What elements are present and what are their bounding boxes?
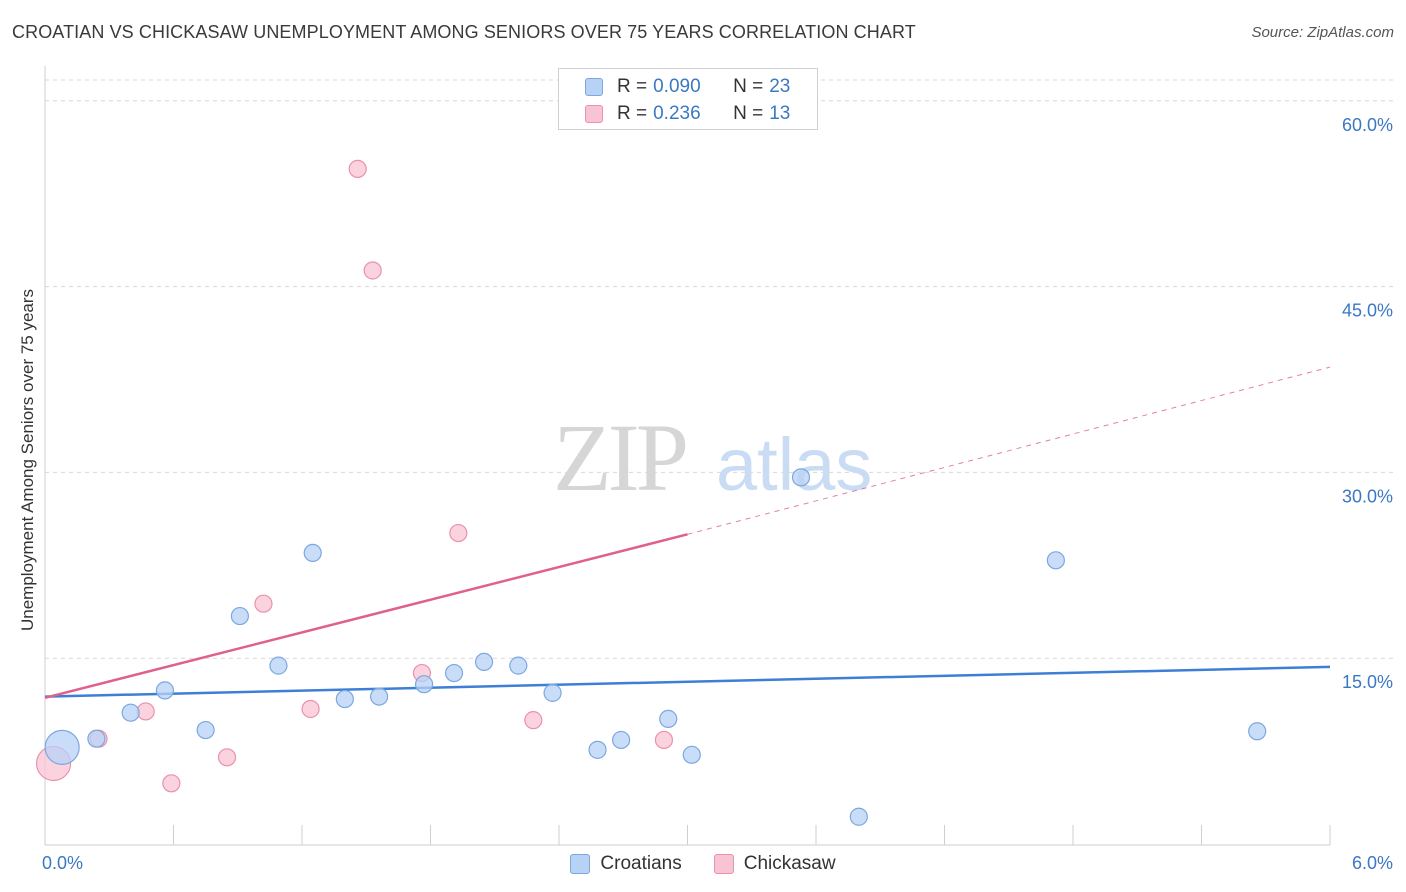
legend-item-croatians[interactable]: Croatians xyxy=(570,853,682,875)
point-croatians-7 xyxy=(303,543,322,563)
chickasaw-swatch xyxy=(585,105,603,123)
legend-label-chickasaw: Chickasaw xyxy=(743,853,836,874)
y-axis-label: Unemployment Among Seniors over 75 years xyxy=(18,288,37,632)
x-tick-label-0: 0.0% xyxy=(42,853,83,873)
point-chickasaw-7 xyxy=(348,159,367,179)
point-croatians-18 xyxy=(682,745,701,764)
trend-line-chickasaw-extension xyxy=(687,366,1331,535)
legend-label-croatians: Croatians xyxy=(600,853,682,874)
watermark-zip: ZIP xyxy=(553,404,686,511)
point-croatians-16 xyxy=(612,730,631,750)
croatians-swatch xyxy=(570,854,591,874)
point-croatians-1 xyxy=(87,729,106,748)
point-croatians-21 xyxy=(1046,551,1065,570)
r-label: R = xyxy=(617,76,648,97)
y-tick-label-0: 15.0% xyxy=(1342,672,1393,692)
point-croatians-4 xyxy=(196,720,215,740)
croatians-swatch xyxy=(585,78,603,96)
point-croatians-22 xyxy=(1248,722,1267,741)
point-croatians-17 xyxy=(659,709,678,728)
scatter-points xyxy=(35,159,1267,826)
point-croatians-2 xyxy=(121,703,140,722)
point-croatians-13 xyxy=(509,656,528,675)
point-chickasaw-2 xyxy=(136,702,155,721)
trend-line-croatians xyxy=(44,665,1331,698)
stats-legend-row-croatians: R = 0.090 N = 23 xyxy=(585,74,790,100)
x-tick-labels: 0.0% 6.0% xyxy=(42,853,1393,873)
y-tick-label-2: 45.0% xyxy=(1342,301,1393,321)
point-croatians-14 xyxy=(543,683,562,702)
legend-item-chickasaw[interactable]: Chickasaw xyxy=(713,853,836,875)
point-croatians-9 xyxy=(370,687,389,706)
trend-line-chickasaw xyxy=(44,533,688,700)
point-chickasaw-8 xyxy=(363,261,382,280)
point-chickasaw-10 xyxy=(449,523,468,543)
chickasaw-swatch xyxy=(713,854,734,874)
source-label: Source: ZipAtlas.com xyxy=(1251,24,1394,41)
stats-legend-row-chickasaw: R = 0.236 N = 13 xyxy=(585,101,790,127)
point-chickasaw-4 xyxy=(217,748,237,767)
point-chickasaw-11 xyxy=(524,711,543,730)
series-legend: Croatians Chickasaw xyxy=(0,852,1406,876)
point-chickasaw-3 xyxy=(162,774,181,793)
axes xyxy=(44,66,1331,846)
point-croatians-12 xyxy=(474,652,494,672)
x-tick-label-1: 6.0% xyxy=(1352,853,1393,873)
point-chickasaw-12 xyxy=(654,730,674,750)
n-label: N = xyxy=(733,76,764,97)
point-croatians-20 xyxy=(849,807,868,826)
point-croatians-5 xyxy=(230,606,249,626)
point-croatians-19 xyxy=(791,468,811,487)
watermark-atlas: atlas xyxy=(716,423,872,506)
trend-lines xyxy=(44,366,1331,700)
watermark: ZIP atlas xyxy=(553,404,872,511)
point-croatians-0 xyxy=(44,729,80,765)
y-tick-label-3: 60.0% xyxy=(1342,115,1393,135)
point-croatians-8 xyxy=(335,689,354,709)
n-value: 23 xyxy=(769,76,791,97)
point-chickasaw-6 xyxy=(301,699,320,719)
point-croatians-10 xyxy=(414,675,434,694)
y-tick-labels: 15.0% 30.0% 45.0% 60.0% xyxy=(1342,115,1393,692)
point-croatians-15 xyxy=(588,740,607,759)
y-tick-label-1: 30.0% xyxy=(1342,486,1393,506)
y-axis-label-wrap: Unemployment Among Seniors over 75 years xyxy=(14,260,42,660)
point-chickasaw-5 xyxy=(254,594,273,613)
r-label: R = xyxy=(617,103,648,124)
grid-lines xyxy=(45,79,1393,659)
r-value: 0.236 xyxy=(653,103,701,124)
point-croatians-6 xyxy=(269,656,288,675)
point-croatians-11 xyxy=(444,663,464,683)
stats-legend: R = 0.090 N = 23 R = 0.236 N = 13 xyxy=(558,68,818,130)
r-value: 0.090 xyxy=(653,76,701,97)
chart-title: CROATIAN VS CHICKASAW UNEMPLOYMENT AMONG… xyxy=(12,22,916,42)
n-label: N = xyxy=(733,103,764,124)
n-value: 13 xyxy=(769,103,791,124)
point-croatians-3 xyxy=(155,681,175,700)
